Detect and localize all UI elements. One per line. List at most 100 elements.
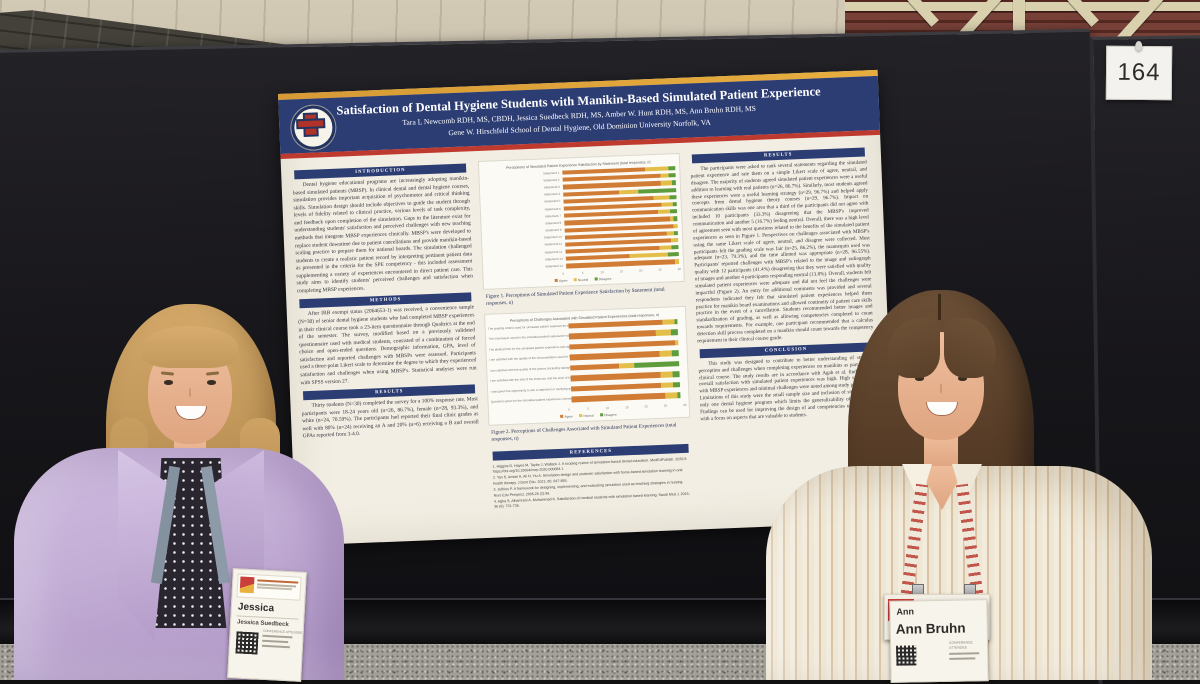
legend-item: Disagree [594,277,611,282]
bar-segment-disagree [638,188,676,194]
axis-tick-label: 30 [683,402,687,406]
bar-segment-agree [566,254,630,261]
chart-row-label: The allotted time for the simulated pati… [489,345,570,351]
badge-full-name: Ann Bruhn [896,621,966,637]
bar-segment-neutral [662,202,673,207]
axis-tick-label: 0 [562,271,564,275]
booth-number-sign: 164 [1106,46,1172,101]
chart-row-label: The mannequin used for the simulated pat… [488,335,569,341]
introduction-text: Dental hygiene educational programs are … [291,175,476,296]
chart-row-bars [568,319,681,329]
nose [940,384,942,393]
axis-tick-label: 0 [568,407,570,411]
chart-row-label: Statement 3 [482,186,563,192]
chart-row-label: Statement 8 [484,222,565,228]
bar-segment-disagree [671,350,679,356]
bar-segment-disagree [674,319,678,325]
legend-swatch [573,278,577,282]
bar-segment-neutral [658,210,669,215]
badge-detail-line [262,640,288,643]
axis-tick-label: 10 [600,270,604,274]
bar-segment-agree [568,319,662,328]
chart-row-label: Statement 4 [483,193,564,199]
chart-row-label: I am satisfied with the quality of the p… [490,366,571,372]
figure1-chart: Perceptions of Simulated Patient Experie… [478,153,685,290]
bar-segment-neutral [654,195,669,200]
bar-segment-neutral [619,363,634,369]
axis-tick-label: 25 [664,403,668,407]
axis-tick-label: 10 [606,406,610,410]
references-list: 1. Higgins D, Hayes M, Taylor J, Wallace… [489,455,694,512]
bar-segment-agree [570,351,661,360]
axis-tick-label: 5 [582,271,584,275]
chart-row-label: Statement 5 [483,200,564,206]
axis-tick-label: 5 [587,406,589,410]
legend-swatch [600,413,604,417]
poster-middle-column: Perceptions of Simulated Patient Experie… [477,151,695,530]
chart-row-label: Statement 2 [482,178,563,184]
bar-segment-neutral [675,340,679,346]
name-badge-ann: Ann Ann Bruhn CONFERENCE ATTENDEE [889,599,988,683]
axis-tick-label: 20 [644,404,648,408]
bar-segment-disagree [669,195,677,199]
badge-detail-line [949,652,979,654]
badge-role: CONFERENCE ATTENDEE [949,640,983,650]
bar-segment-agree [571,393,665,402]
bar-segment-disagree [671,329,679,335]
nose [189,388,191,397]
chart-row-label: Statement 10 [484,236,565,242]
eyebrow [161,371,174,375]
bar-segment-disagree [674,216,678,220]
figure2-bars: The grading criteria used for simulated … [488,319,685,406]
chart-row-label: Statement 7 [484,214,565,220]
figure2-chart: Perceptions of Challenges Associated wit… [484,305,690,426]
chart-row-bars [570,371,683,381]
legend-item: Agree [560,415,573,420]
bar-segment-disagree [634,361,679,368]
chart-row-label: I am satisfied with the quality of the d… [489,356,570,362]
bar-segment-neutral [671,238,679,242]
bar-segment-neutral [630,253,668,259]
bar-segment-neutral [655,330,670,336]
bar-segment-disagree [669,209,677,213]
person-right-ann: Ann Ann Bruhn CONFERENCE ATTENDEE [766,288,1152,680]
eye [207,380,216,385]
bar-segment-agree [562,167,645,175]
chart-row-label: Statement 12 [485,250,566,256]
bar-segment-neutral [666,392,678,398]
bar-segment-neutral [661,372,673,378]
chart-row-bars [570,350,683,360]
smile [175,406,207,420]
bar-segment-neutral [675,259,679,263]
legend-swatch [560,414,564,418]
badge-header-line [257,586,292,589]
legend-swatch [554,279,558,283]
chart-row-bars [570,361,683,371]
chart-row-label: Questions given for the simulated patien… [491,398,572,404]
qr-code-icon [235,631,258,654]
chart-row-label: I was given the opportunity to ask a sta… [490,387,571,393]
bar-segment-neutral [674,224,678,228]
legend-item: Neutral [579,414,594,419]
bar-segment-neutral [620,189,639,194]
axis-tick-label: 30 [678,267,682,271]
bar-segment-agree [569,330,656,339]
bar-segment-disagree [673,202,677,206]
bar-segment-disagree [667,252,678,257]
pin-icon [1135,41,1142,51]
chart-row-bars [569,340,682,350]
badge-detail-line [949,657,975,659]
bar-segment-disagree [672,371,680,377]
legend-item: Neutral [573,278,588,283]
smile [926,402,958,416]
bar-segment-neutral [663,319,675,325]
bar-segment-disagree [677,392,681,398]
chart-row-label: Statement 6 [483,207,564,213]
chart-row-label: I am satisfied with the skill of the ins… [490,377,571,383]
bar-segment-neutral [667,231,675,235]
person-left-jessica: Jessica Jessica Suedbeck CONFERENCE ATTE… [14,298,344,680]
axis-tick-label: 15 [620,269,624,273]
badge-first-name: Ann [896,606,914,616]
